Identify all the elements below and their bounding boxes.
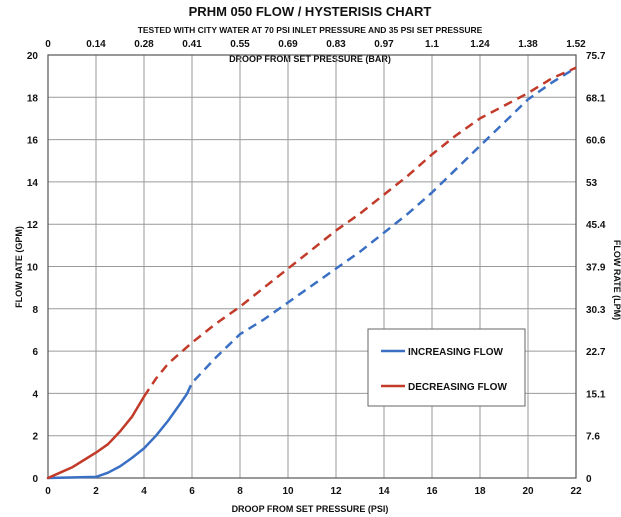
y2-tick-label: 30.3: [586, 305, 606, 316]
y2-tick-label: 15.1: [586, 389, 606, 400]
x2-tick-label: 0.41: [182, 39, 202, 50]
legend-label-increasing: INCREASING FLOW: [408, 347, 504, 358]
y-tick-label: 16: [27, 136, 39, 147]
y-tick-label: 2: [32, 432, 38, 443]
y2-tick-label: 53: [586, 178, 598, 189]
y2-tick-label: 45.4: [586, 220, 606, 231]
right-axis-label: FLOW RATE (LPM): [612, 240, 621, 320]
x2-tick-label: 1.1: [425, 39, 439, 50]
y-tick-label: 20: [27, 51, 39, 62]
y2-tick-label: 75.7: [586, 51, 606, 62]
y-tick-label: 8: [32, 305, 38, 316]
series-increasing-flow-dashed: [186, 66, 577, 394]
y2-tick-label: 0: [586, 474, 592, 485]
x-tick-label: 14: [378, 486, 390, 497]
top-axis-label: DROOP FROM SET PRESSURE (BAR): [229, 54, 391, 64]
y-tick-label: 14: [27, 178, 39, 189]
chart-subtitle: TESTED WITH CITY WATER AT 70 PSI INLET P…: [138, 25, 483, 35]
x-tick-label: 18: [474, 486, 486, 497]
y-tick-label: 10: [27, 263, 39, 274]
x2-tick-label: 0.97: [374, 39, 394, 50]
series-decreasing-flow-dashed: [142, 66, 577, 398]
x-tick-label: 0: [45, 486, 51, 497]
legend: INCREASING FLOW DECREASING FLOW: [367, 328, 526, 407]
x-tick-label: 8: [237, 486, 243, 497]
y2-tick-label: 37.9: [586, 263, 606, 274]
y-tick-label: 6: [32, 347, 38, 358]
x2-tick-label: 0.83: [326, 39, 346, 50]
x2-tick-label: 1.38: [518, 39, 538, 50]
y-tick-label: 4: [32, 389, 38, 400]
x2-tick-label: 0.69: [278, 39, 298, 50]
y-tick-label: 18: [27, 93, 39, 104]
x-tick-label: 12: [330, 486, 342, 497]
x-tick-label: 6: [189, 486, 195, 497]
x-tick-label: 20: [522, 486, 534, 497]
y2-tick-label: 7.6: [586, 432, 600, 443]
y2-tick-label: 60.6: [586, 136, 606, 147]
x-tick-label: 16: [426, 486, 438, 497]
y2-tick-label: 68.1: [586, 93, 606, 104]
bottom-axis-label: DROOP FROM SET PRESSURE (PSI): [232, 504, 389, 514]
x-tick-label: 22: [570, 486, 582, 497]
x2-tick-label: 1.24: [470, 39, 490, 50]
y2-tick-label: 22.7: [586, 347, 606, 358]
y-tick-label: 0: [32, 474, 38, 485]
left-axis-label: FLOW RATE (GPM): [14, 226, 24, 308]
chart-title: PRHM 050 FLOW / HYSTERISIS CHART: [189, 4, 432, 19]
legend-label-decreasing: DECREASING FLOW: [408, 382, 507, 393]
x2-tick-label: 0.55: [230, 39, 250, 50]
grid-lines: [47, 54, 577, 479]
y-tick-label: 12: [27, 220, 39, 231]
plot-frame: [47, 54, 577, 479]
series-increasing-flow-solid: [46, 392, 189, 480]
tick-labels: 0020.1440.2860.4180.55100.69120.83140.97…: [27, 39, 606, 497]
x-tick-label: 2: [93, 486, 99, 497]
x2-tick-label: 0.28: [134, 39, 154, 50]
x2-tick-label: 0.14: [86, 39, 106, 50]
x2-tick-label: 0: [45, 39, 51, 50]
series-decreasing-flow-solid: [46, 395, 146, 480]
x2-tick-label: 1.52: [566, 39, 586, 50]
x-tick-label: 10: [282, 486, 294, 497]
series-lines: [46, 66, 577, 480]
legend-box: [367, 328, 526, 407]
x-tick-label: 4: [141, 486, 147, 497]
